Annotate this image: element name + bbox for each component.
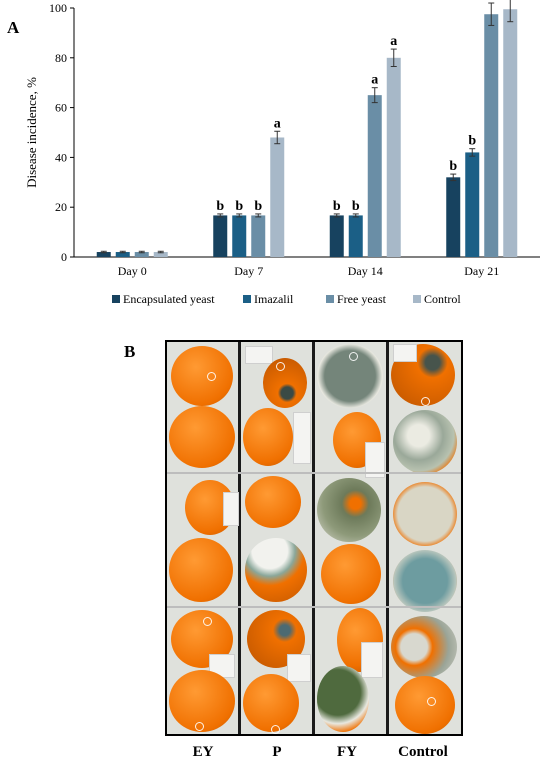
- bar: [484, 14, 499, 257]
- orange-fruit: [245, 476, 301, 528]
- y-tick-label: 40: [55, 150, 67, 164]
- orange-fruit: [169, 538, 233, 602]
- column-label-p: P: [272, 744, 282, 760]
- orange-fruit: [171, 346, 233, 406]
- x-tick-label: Day 0: [118, 264, 147, 278]
- marker-ring: [349, 352, 358, 361]
- label-sticker: [223, 492, 239, 526]
- significance-letter: a: [371, 73, 378, 88]
- x-tick-label: Day 21: [464, 264, 499, 278]
- photo-column-p: [241, 342, 312, 734]
- orange-fruit: [393, 410, 457, 474]
- marker-ring: [276, 362, 285, 371]
- significance-letter: b: [216, 199, 224, 214]
- y-axis-label: Disease incidence, %: [24, 77, 39, 188]
- orange-fruit: [317, 478, 381, 542]
- marker-ring: [195, 722, 204, 731]
- y-tick-label: 20: [55, 200, 67, 214]
- label-sticker: [393, 344, 417, 362]
- bar: [270, 137, 285, 257]
- significance-letter: b: [352, 199, 360, 214]
- panel-a-label: A: [7, 18, 20, 37]
- label-sticker: [365, 442, 385, 478]
- legend-swatch: [112, 295, 120, 303]
- bar: [153, 252, 168, 257]
- orange-fruit: [169, 406, 235, 468]
- column-label-control: Control: [398, 744, 448, 760]
- label-sticker: [287, 654, 311, 682]
- photo-grid: [165, 340, 463, 736]
- orange-fruit: [263, 358, 307, 408]
- chart-panel-a: A 0 20 40 60 80 100 Disease incidence, % Day 0 b…: [0, 0, 550, 330]
- significance-letter: b: [333, 199, 341, 214]
- orange-fruit: [391, 616, 457, 678]
- bar: [213, 215, 228, 257]
- bar: [348, 215, 363, 257]
- significance-letter: b: [449, 159, 457, 174]
- bar: [503, 9, 518, 258]
- legend-swatch: [326, 295, 334, 303]
- orange-fruit: [243, 674, 299, 732]
- bar: [96, 252, 111, 257]
- x-tick-label: Day 7: [234, 264, 263, 278]
- orange-fruit: [169, 670, 235, 732]
- bar: [465, 152, 480, 257]
- legend-label: Encapsulated yeast: [123, 292, 215, 306]
- row-divider: [167, 606, 461, 608]
- legend-swatch: [243, 295, 251, 303]
- orange-fruit: [243, 408, 293, 466]
- orange-fruit: [393, 482, 457, 546]
- x-tick-label: Day 14: [348, 264, 383, 278]
- legend-swatch: [413, 295, 421, 303]
- y-tick-label: 80: [55, 51, 67, 65]
- column-label-ey: EY: [192, 744, 214, 760]
- bar: [134, 252, 149, 257]
- photo-column-ey: [167, 342, 239, 734]
- y-tick-label: 0: [61, 250, 67, 264]
- bar: [329, 215, 344, 257]
- bar: [386, 57, 401, 257]
- photo-column-fy: [315, 342, 386, 734]
- column-label-fy: FY: [337, 744, 357, 760]
- orange-fruit: [321, 544, 381, 604]
- y-tick-label: 60: [55, 101, 67, 115]
- bar: [251, 215, 266, 257]
- significance-letter: a: [488, 0, 495, 3]
- significance-letter: a: [274, 116, 281, 131]
- legend-label: Free yeast: [337, 292, 387, 306]
- y-tick-label: 100: [49, 1, 67, 15]
- photo-panel-b: B: [0, 330, 550, 769]
- significance-letter: b: [235, 199, 243, 214]
- marker-ring: [203, 617, 212, 626]
- marker-ring: [207, 372, 216, 381]
- significance-letter: b: [468, 134, 476, 149]
- marker-ring: [427, 697, 436, 706]
- orange-fruit: [245, 538, 307, 602]
- label-sticker: [361, 642, 383, 678]
- bar: [115, 252, 130, 257]
- bar: [367, 95, 382, 258]
- orange-fruit: [317, 666, 369, 732]
- significance-letter: b: [254, 199, 262, 214]
- bar: [446, 177, 461, 257]
- legend-label: Control: [424, 292, 461, 306]
- orange-fruit: [393, 550, 457, 612]
- marker-ring: [421, 397, 430, 406]
- panel-b-label: B: [124, 342, 136, 361]
- legend-label: Imazalil: [254, 292, 294, 306]
- marker-ring: [271, 725, 280, 734]
- significance-letter: a: [390, 34, 397, 49]
- row-divider: [167, 472, 461, 474]
- orange-fruit: [395, 676, 455, 734]
- label-sticker: [293, 412, 311, 464]
- label-sticker: [245, 346, 273, 364]
- bar: [232, 215, 247, 257]
- photo-column-control: [389, 342, 461, 734]
